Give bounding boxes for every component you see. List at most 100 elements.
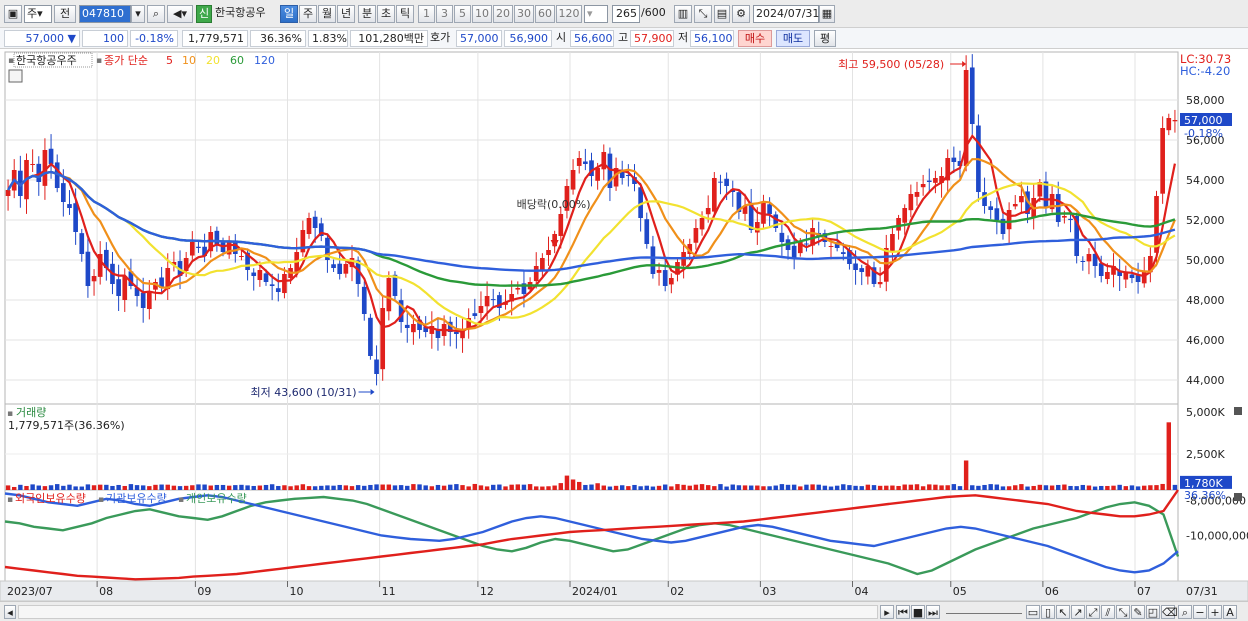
channel-tool-icon[interactable]: ⫽ xyxy=(1101,605,1115,619)
volume-bar xyxy=(515,484,521,490)
last-page-icon[interactable]: ⏭ xyxy=(926,605,940,619)
data-count-input[interactable]: 265 xyxy=(612,5,640,23)
last-date-label: 07/31 xyxy=(1186,585,1218,598)
period-second-button[interactable]: 초 xyxy=(377,5,395,23)
volume-bar xyxy=(1013,485,1018,490)
text-tool-icon[interactable]: ✎ xyxy=(1131,605,1145,619)
draw-tool-icon[interactable]: ⤡ xyxy=(694,5,712,23)
calendar-icon[interactable]: ▦ xyxy=(819,5,835,23)
prev-button[interactable]: 전 xyxy=(54,5,76,23)
candle-body xyxy=(589,160,594,176)
minute-3-button[interactable]: 3 xyxy=(436,5,453,23)
volume-bar xyxy=(822,485,828,490)
volume-bar xyxy=(589,484,594,490)
line-tool-icon[interactable]: ↗ xyxy=(1071,605,1085,619)
fib-tool-icon[interactable]: ⤡ xyxy=(1116,605,1130,619)
minute-60-button[interactable]: 60 xyxy=(535,5,555,23)
layout-icon[interactable]: ▭ xyxy=(1026,605,1040,619)
candle-body xyxy=(1098,263,1104,276)
candle-body xyxy=(429,326,435,334)
buy-button[interactable]: 매수 xyxy=(738,30,772,47)
volume-tick-label: 2,500K xyxy=(1186,448,1225,461)
period-month-button[interactable]: 월 xyxy=(318,5,336,23)
period-type-select[interactable]: 주▾ xyxy=(24,5,52,23)
volume-bar xyxy=(159,484,164,490)
date-input[interactable]: 2024/07/31 xyxy=(753,5,819,23)
minute-5-button[interactable]: 5 xyxy=(454,5,471,23)
code-dropdown-icon[interactable]: ▾ xyxy=(131,5,145,23)
volume-bar xyxy=(1154,485,1159,490)
layout-split-icon[interactable]: ▯ xyxy=(1041,605,1055,619)
minute-1-button[interactable]: 1 xyxy=(418,5,435,23)
first-page-icon[interactable]: ⏮ xyxy=(896,605,910,619)
volume-bar xyxy=(269,484,275,490)
save-icon[interactable]: ▤ xyxy=(714,5,730,23)
volume-bar xyxy=(613,485,619,490)
zoom-in-button[interactable]: + xyxy=(1208,605,1222,619)
font-size-button[interactable]: A xyxy=(1223,605,1237,619)
volume-bar xyxy=(558,483,564,490)
candle-body xyxy=(269,284,275,286)
speaker-icon[interactable]: ◀▾ xyxy=(167,5,193,23)
sell-button[interactable]: 매도 xyxy=(776,30,810,47)
cursor-icon[interactable]: ↖ xyxy=(1056,605,1070,619)
volume-bar xyxy=(355,485,361,490)
holdings-tick-label: -10,000,000 xyxy=(1186,530,1248,543)
volume-bar xyxy=(988,484,993,490)
candle-type-icon[interactable]: ▥ xyxy=(674,5,692,23)
horizontal-scrollbar[interactable] xyxy=(18,605,878,619)
x-tick-label: 06 xyxy=(1045,585,1059,598)
minute-20-button[interactable]: 20 xyxy=(493,5,513,23)
code-input[interactable]: 047810 xyxy=(79,5,131,23)
ma-period-label: 5 xyxy=(166,54,173,67)
minute-custom-select[interactable]: ▾ xyxy=(584,5,608,23)
minute-30-button[interactable]: 30 xyxy=(514,5,534,23)
shape-tool-icon[interactable]: ◰ xyxy=(1146,605,1160,619)
volume-bar xyxy=(36,485,41,490)
holdings-panel xyxy=(4,489,1179,582)
gear-icon[interactable]: ⚙ xyxy=(732,5,750,23)
minute-120-button[interactable]: 120 xyxy=(556,5,582,23)
volume-bar xyxy=(435,484,441,490)
candle-body xyxy=(392,274,398,296)
minute-10-button[interactable]: 10 xyxy=(472,5,492,23)
dividend-marker-icon xyxy=(550,240,559,248)
candle-body xyxy=(669,278,674,285)
volume-bar xyxy=(994,484,1000,490)
trade-amount: 101,280백만 xyxy=(350,30,428,47)
candle-body xyxy=(484,296,490,307)
eval-button[interactable]: 평 xyxy=(814,30,836,47)
zoom-slider[interactable] xyxy=(946,605,1022,614)
period-day-button[interactable]: 일 xyxy=(280,5,298,23)
candle-body xyxy=(116,279,121,296)
volume-bar xyxy=(705,485,711,490)
high-annotation: 최고 59,500 (05/28) xyxy=(838,58,944,71)
ma120-line xyxy=(7,170,1176,272)
volume-bar xyxy=(656,485,662,490)
candle-body xyxy=(982,192,987,206)
magnifier-icon[interactable]: ⌕ xyxy=(1178,605,1192,619)
ma20-line xyxy=(7,170,1176,326)
erase-tool-icon[interactable]: ⌫ xyxy=(1161,605,1178,619)
stop-icon[interactable]: ■ xyxy=(911,605,925,619)
stock-chart[interactable]: 44,000 46,000 48,000 50,000 52,000 54,000 56,0… xyxy=(0,49,1248,601)
price-cell: 57,000 ▼ xyxy=(4,30,80,47)
volume-bar xyxy=(884,485,889,490)
zoom-out-button[interactable]: − xyxy=(1193,605,1207,619)
period-week-button[interactable]: 주 xyxy=(299,5,317,23)
window-menu-icon[interactable]: ▣ xyxy=(4,5,22,23)
candle-body xyxy=(1092,253,1098,266)
candle-body xyxy=(1105,272,1110,280)
trend-tool-icon[interactable]: ⤢ xyxy=(1086,605,1100,619)
search-icon[interactable]: ⌕ xyxy=(147,5,165,23)
candle-body xyxy=(1068,218,1073,220)
candle-body xyxy=(902,208,908,223)
scroll-left-icon[interactable]: ◂ xyxy=(4,605,16,619)
candle-body xyxy=(791,245,797,258)
period-minute-button[interactable]: 분 xyxy=(358,5,376,23)
foreign-holdings-line xyxy=(4,489,1179,581)
period-year-button[interactable]: 년 xyxy=(337,5,355,23)
scroll-right-icon[interactable]: ▸ xyxy=(880,605,894,619)
period-tick-button[interactable]: 틱 xyxy=(396,5,414,23)
volume-bar xyxy=(226,485,232,490)
